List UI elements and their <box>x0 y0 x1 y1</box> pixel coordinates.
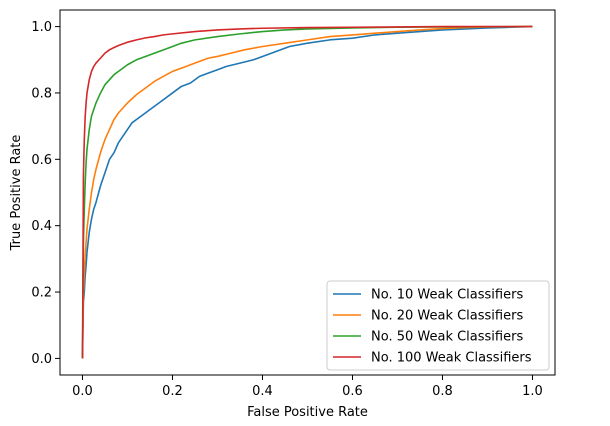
y-axis-label: True Positive Rate <box>9 135 24 252</box>
x-axis-label: False Positive Rate <box>247 405 368 420</box>
series-line-4 <box>81 25 533 359</box>
ticks-layer: 0.0 0.2 0.4 0.6 0.8 1.0 0.0 0.2 0.4 0.6 0.8 1.0 <box>31 20 543 399</box>
y-tick-label: 0.6 <box>31 153 52 168</box>
legend-items: No. 10 Weak Classifiers No. 20 Weak Class… <box>333 288 532 366</box>
x-tick-label: 1.0 <box>522 384 543 399</box>
legend-box <box>326 280 550 371</box>
legend: No. 10 Weak Classifiers No. 20 Weak Class… <box>326 280 550 371</box>
y-tick-label: 0.4 <box>31 219 52 234</box>
y-tick-label: 0.0 <box>31 352 52 367</box>
legend-label-4: No. 100 Weak Classifiers <box>371 351 532 366</box>
series-line-1 <box>81 25 533 359</box>
legend-label-3: No. 50 Weak Classifiers <box>371 330 523 345</box>
legend-label-2: No. 20 Weak Classifiers <box>371 309 523 324</box>
y-tick-label: 1.0 <box>31 20 52 35</box>
series-line-3 <box>81 25 533 359</box>
y-tick-label: 0.2 <box>31 286 52 301</box>
series-line-2 <box>81 25 533 359</box>
y-tick-label: 0.8 <box>31 86 52 101</box>
x-tick-label: 0.2 <box>162 384 183 399</box>
x-tick-label: 0.6 <box>342 384 363 399</box>
plot-area-frame <box>59 9 556 376</box>
legend-label-1: No. 10 Weak Classifiers <box>371 288 523 303</box>
series-layer <box>81 25 533 359</box>
x-tick-label: 0.4 <box>252 384 273 399</box>
x-tick-label: 0.0 <box>72 384 93 399</box>
x-tick-label: 0.8 <box>432 384 453 399</box>
